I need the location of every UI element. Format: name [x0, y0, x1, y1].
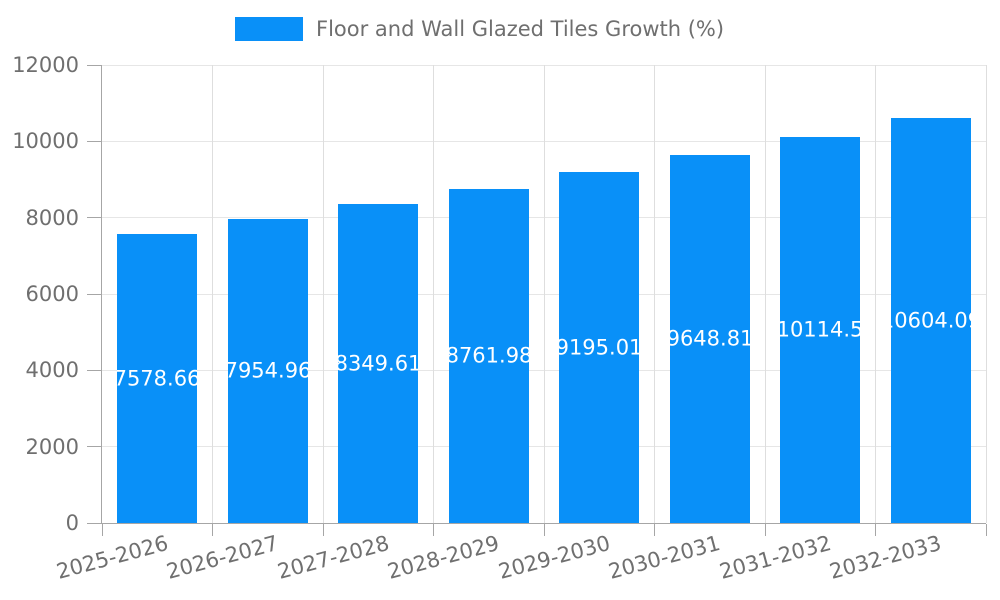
bar-value-label: 10604.09 [891, 308, 971, 332]
plot-area: 7578.66 7954.96 8349.61 8761.98 9195.01 9648.… [87, 64, 987, 536]
x-axis-tick [764, 524, 766, 536]
y-tick-label: 8000 [25, 205, 79, 230]
y-axis-tick [87, 217, 101, 219]
x-axis-tick [212, 524, 213, 536]
y-tick-label: 10000 [12, 129, 79, 154]
gridline-vertical [764, 65, 766, 523]
bar: 8349.61 [338, 204, 418, 523]
gridline-vertical [985, 65, 987, 523]
y-tick-label: 6000 [25, 282, 79, 306]
x-tick-label: 2025-2026 [53, 531, 171, 584]
legend-swatch [235, 17, 303, 41]
bar-value-label: 8349.61 [338, 351, 418, 375]
y-axis-tick [87, 140, 101, 142]
x-axis-tick [101, 524, 103, 536]
x-tick-label: 2031-2032 [716, 531, 834, 584]
x-axis-tick [654, 524, 655, 536]
bar: 8761.98 [449, 189, 529, 523]
bar: 7954.96 [228, 219, 308, 523]
gridline-vertical [543, 65, 545, 523]
y-tick-label: 0 [65, 511, 79, 535]
gridline-vertical [433, 65, 434, 523]
bar-value-label: 7954.96 [228, 358, 308, 383]
gridline-vertical [212, 65, 213, 523]
x-axis-tick [543, 524, 545, 536]
y-tick-label: 2000 [25, 434, 79, 459]
legend: Floor and Wall Glazed Tiles Growth (%) [235, 17, 724, 41]
bar: 10604.09 [891, 118, 971, 523]
gridline-vertical [654, 65, 655, 523]
gridline-vertical [875, 65, 876, 523]
bar: 9648.81 [670, 155, 750, 523]
x-axis-tick [875, 524, 876, 536]
bar-value-label: 9195.01 [559, 335, 639, 359]
x-tick-label: 2026-2027 [164, 531, 281, 584]
y-axis-tick [87, 369, 101, 371]
x-axis-tick [433, 524, 434, 536]
y-axis-tick [87, 64, 101, 66]
x-tick-label: 2030-2031 [606, 531, 723, 584]
bar-value-label: 9648.81 [670, 326, 750, 351]
y-axis-tick [87, 293, 101, 295]
y-tick-label: 4000 [25, 358, 79, 383]
x-tick-label: 2027-2028 [274, 531, 392, 584]
y-tick-label: 12000 [12, 53, 79, 77]
y-axis-tick [87, 446, 101, 448]
x-axis-tick [985, 524, 987, 536]
bar-value-label: 7578.66 [117, 366, 197, 390]
x-tick-label: 2029-2030 [495, 531, 613, 584]
x-axis-tick [322, 524, 324, 536]
bar-value-label: 10114.5 [780, 317, 860, 342]
legend-label: Floor and Wall Glazed Tiles Growth (%) [316, 17, 725, 41]
bar: 7578.66 [117, 234, 197, 523]
gridline-vertical [322, 65, 324, 523]
bar: 9195.01 [559, 172, 639, 523]
bar-value-label: 8761.98 [449, 343, 529, 368]
bar: 10114.5 [780, 137, 860, 523]
x-tick-label: 2028-2029 [385, 531, 502, 584]
y-axis-tick [87, 522, 101, 524]
x-tick-label: 2032-2033 [827, 531, 944, 584]
